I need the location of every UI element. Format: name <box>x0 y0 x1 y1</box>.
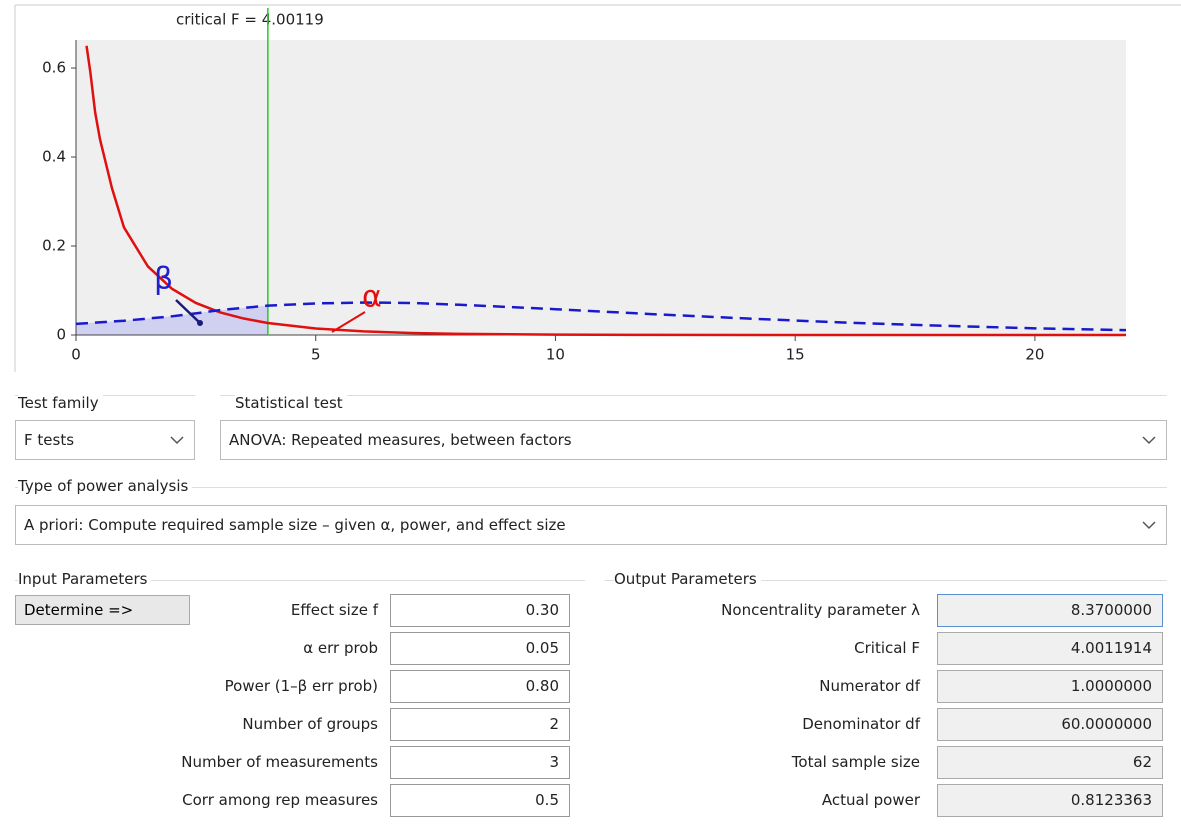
param-input[interactable]: 0.80 <box>390 670 570 703</box>
test-family-select[interactable]: F tests <box>15 420 195 460</box>
param-label: α err prob <box>303 632 378 665</box>
chevron <box>170 435 184 445</box>
param-label: Critical F <box>854 632 920 665</box>
param-label: Number of groups <box>242 708 378 741</box>
x-tick-label: 20 <box>1025 346 1044 364</box>
page: critical F = 4.00119 0 0.2 0.4 0.6 0 5 10 15 20 β… <box>0 0 1181 838</box>
y-tick-label: 0.2 <box>42 237 66 255</box>
param-output[interactable]: 60.0000000 <box>937 708 1163 741</box>
param-output[interactable]: 62 <box>937 746 1163 779</box>
plot-area <box>76 40 1126 335</box>
label: Statistical test <box>235 394 347 412</box>
param-input[interactable]: 3 <box>390 746 570 779</box>
chart: critical F = 4.00119 0 0.2 0.4 0.6 0 5 10 15 20 β… <box>0 0 1181 375</box>
param-label: Numerator df <box>819 670 920 703</box>
label: Input Parameters <box>18 570 151 588</box>
beta-pointer-dot <box>197 320 203 326</box>
determine-button[interactable]: Determine => <box>15 595 190 625</box>
alpha-label: α <box>362 280 382 315</box>
param-label: Actual power <box>822 784 920 817</box>
label: Test family <box>18 394 103 412</box>
x-tick-label: 10 <box>546 346 565 364</box>
label: Type of power analysis <box>18 477 192 495</box>
beta-label: β <box>154 262 173 297</box>
param-label: Denominator df <box>802 708 920 741</box>
label: Output Parameters <box>614 570 761 588</box>
chevron <box>1142 520 1156 530</box>
chevron <box>1142 435 1156 445</box>
select-value: F tests <box>24 431 74 449</box>
param-label: Number of measurements <box>181 746 378 779</box>
param-label: Noncentrality parameter λ <box>721 594 920 627</box>
y-tick-label: 0.4 <box>42 148 66 166</box>
select-value: A priori: Compute required sample size –… <box>24 516 566 534</box>
x-tick-label: 15 <box>786 346 805 364</box>
x-tick-label: 5 <box>311 346 321 364</box>
param-input[interactable]: 0.05 <box>390 632 570 665</box>
param-input[interactable]: 0.30 <box>390 594 570 627</box>
param-label: Effect size f <box>291 594 378 627</box>
param-input[interactable]: 0.5 <box>390 784 570 817</box>
y-tick-label: 0 <box>56 326 66 344</box>
statistical-test-select[interactable]: ANOVA: Repeated measures, between factor… <box>220 420 1167 460</box>
power-analysis-select[interactable]: A priori: Compute required sample size –… <box>15 505 1167 545</box>
param-output[interactable]: 4.0011914 <box>937 632 1163 665</box>
param-label: Corr among rep measures <box>182 784 378 817</box>
param-label: Total sample size <box>792 746 920 779</box>
x-tick-label: 0 <box>71 346 81 364</box>
param-output[interactable]: 8.3700000 <box>937 594 1163 627</box>
y-tick-label: 0.6 <box>42 59 66 77</box>
param-output[interactable]: 1.0000000 <box>937 670 1163 703</box>
param-output[interactable]: 0.8123363 <box>937 784 1163 817</box>
chart-title: critical F = 4.00119 <box>176 11 324 29</box>
group <box>220 395 1167 396</box>
select-value: ANOVA: Repeated measures, between factor… <box>229 431 572 449</box>
param-label: Power (1–β err prob) <box>225 670 378 703</box>
param-input[interactable]: 2 <box>390 708 570 741</box>
